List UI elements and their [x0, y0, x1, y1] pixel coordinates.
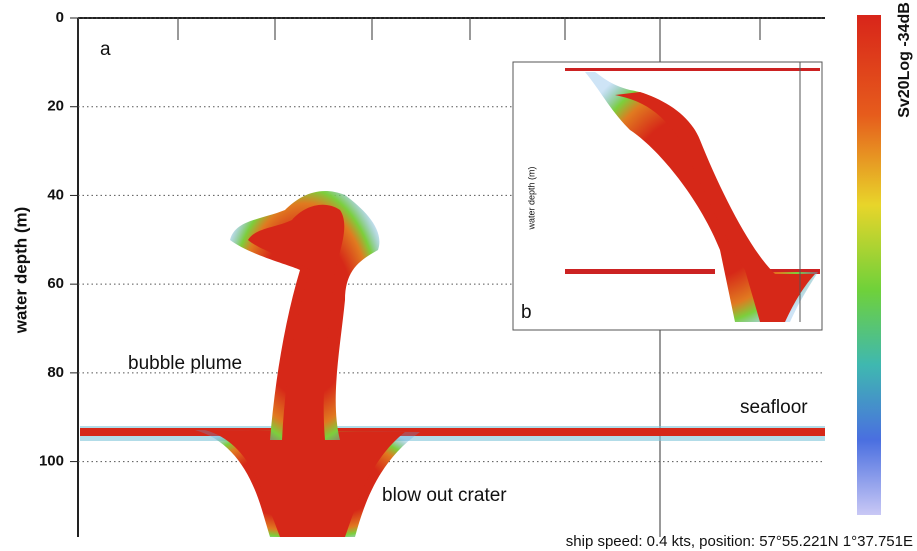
- y-tick-label: 60: [47, 275, 64, 292]
- annotation: seafloor: [740, 397, 808, 418]
- annotation: blow out crater: [382, 485, 507, 506]
- colorbar: [857, 15, 881, 515]
- y-axis-label: water depth (m): [11, 207, 30, 335]
- y-tick-label: 80: [47, 364, 64, 381]
- inset-panel-label: b: [521, 302, 532, 323]
- annotation: bubble plume: [128, 353, 242, 374]
- y-tick-label: 40: [47, 186, 64, 203]
- caption: ship speed: 0.4 kts, position: 57°55.221…: [566, 533, 913, 550]
- y-tick-label: 100: [39, 453, 64, 470]
- echo-inset: [565, 62, 820, 322]
- y-tick-label: 0: [56, 9, 64, 26]
- y-tick-label: 20: [47, 98, 64, 115]
- panel-label: a: [100, 39, 111, 60]
- inset-y-axis-label: water depth (m): [526, 166, 536, 230]
- colorbar-label: Sv20Log -34dB: [896, 2, 913, 118]
- echo-main: [80, 190, 825, 537]
